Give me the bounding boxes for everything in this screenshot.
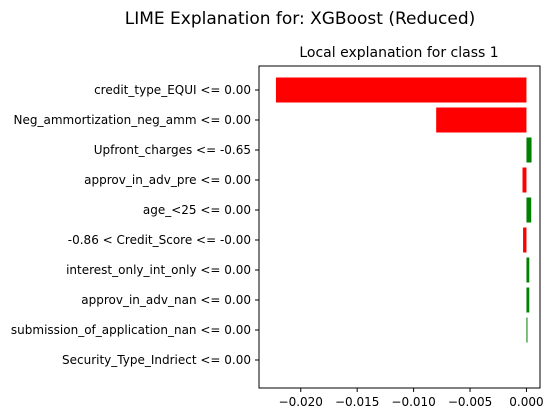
bar-6 [526,257,530,283]
bar-8 [526,317,528,343]
category-label-7: approv_in_adv_nan <= 0.00 [81,293,251,307]
bar-5 [523,227,527,253]
chart-title: Local explanation for class 1 [299,45,498,61]
category-label-4: age_<25 <= 0.00 [143,203,251,217]
x-axis: −0.020 −0.015 −0.010 −0.005 0.000 [279,388,544,409]
bar-3 [522,167,527,193]
bar-7 [526,287,530,313]
bar-0 [275,77,527,103]
bar-1 [436,107,527,133]
category-label-6: interest_only_int_only <= 0.00 [66,263,251,277]
bars-group [275,77,532,343]
category-label-2: Upfront_charges <= -0.65 [94,143,251,157]
bar-4 [526,197,532,223]
category-labels-group: credit_type_EQUI <= 0.00 Neg_ammortizatio… [11,83,259,367]
plot-frame [258,65,541,389]
x-tick-label-3: −0.005 [448,395,492,409]
category-label-8: submission_of_application_nan <= 0.00 [11,323,251,337]
x-tick-label-1: −0.015 [335,395,379,409]
category-label-0: credit_type_EQUI <= 0.00 [94,83,251,97]
category-label-5: -0.86 < Credit_Score <= -0.00 [68,233,251,247]
category-label-1: Neg_ammortization_neg_amm <= 0.00 [14,113,251,127]
x-tick-label-0: −0.020 [279,395,323,409]
category-label-3: approv_in_adv_pre <= 0.00 [84,173,251,187]
x-tick-label-2: −0.010 [391,395,435,409]
x-tick-label-4: 0.000 [509,395,543,409]
figure-title: LIME Explanation for: XGBoost (Reduced) [125,9,476,29]
category-label-9: Security_Type_Indriect <= 0.00 [62,353,251,367]
bar-2 [526,137,532,163]
